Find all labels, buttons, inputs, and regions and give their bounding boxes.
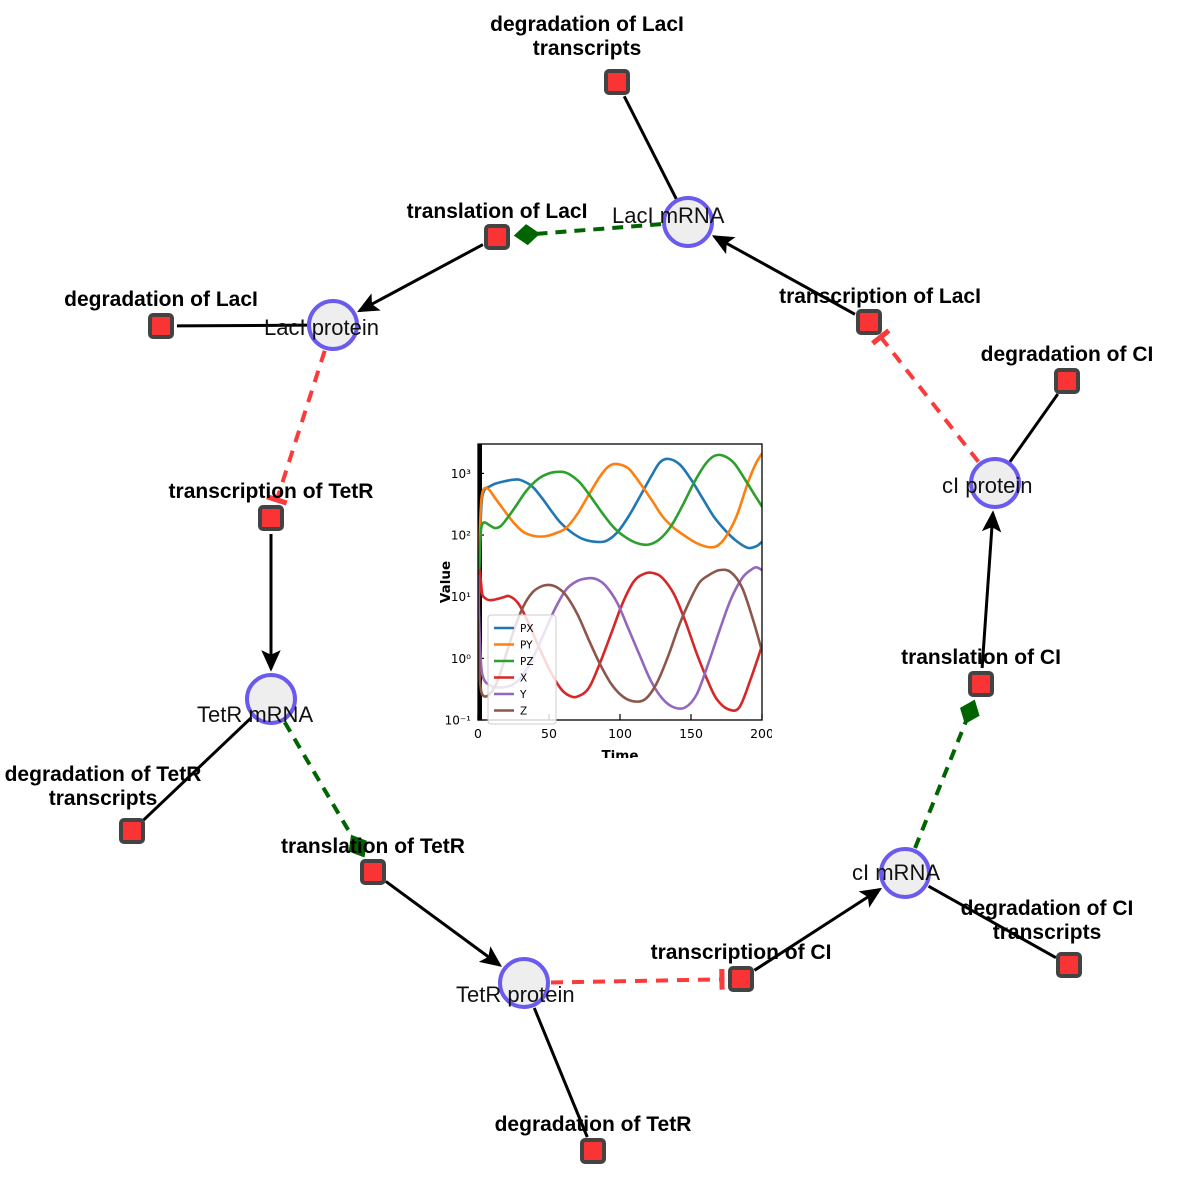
edge-tetr_protein-to-deg_tetr [532, 1007, 589, 1138]
y-tick-label: 10⁻¹ [445, 714, 472, 728]
legend-label-Y: Y [519, 689, 527, 701]
reaction-node-translation_laci[interactable] [484, 224, 510, 250]
series-line-PY [478, 452, 762, 642]
edge-translation_laci-to-laci_protein [357, 243, 484, 313]
legend-label-PY: PY [520, 640, 533, 652]
edge-laci_protein-to-transcription_tetr [266, 350, 327, 506]
legend-label-PZ: PZ [520, 656, 534, 668]
x-tick-label: 50 [541, 726, 557, 741]
species-node-ci_protein[interactable] [969, 457, 1021, 509]
reaction-node-deg_laci_transcripts[interactable] [604, 69, 630, 95]
edge-layer [141, 95, 1059, 1138]
plot-axes-frame [477, 443, 763, 721]
timeseries-inset-plot: 10⁻¹ 10⁰ 10¹ 10² 10³ 0 50 100 150 200 Time Value PX P… [436, 438, 772, 758]
reaction-node-transcription_laci[interactable] [856, 309, 882, 335]
series-line-PZ [478, 453, 762, 642]
edge-ci_mrna-to-deg_ci_transcripts [927, 884, 1057, 959]
x-tick-label: 150 [679, 726, 703, 741]
edge-transcription_ci-to-ci_mrna [753, 887, 883, 972]
species-node-tetr_protein[interactable] [498, 957, 550, 1009]
reaction-node-deg_ci_transcripts[interactable] [1056, 952, 1082, 978]
reaction-node-transcription_tetr[interactable] [258, 505, 284, 531]
x-tick-label: 0 [474, 726, 482, 741]
edge-ci_protein-to-transcription_laci [870, 328, 980, 463]
edge-transcription_laci-to-laci_mrna [711, 235, 856, 316]
edge-tetr_mrna-to-translation_tetr [282, 721, 367, 858]
species-node-laci_protein[interactable] [307, 299, 359, 351]
reaction-node-deg_tetr_transcripts[interactable] [119, 818, 145, 844]
edge-tetr_protein-to-transcription_ci [550, 968, 725, 990]
edge-ci_mrna-to-translation_ci [913, 699, 980, 849]
edge-laci_mrna-to-translation_laci [513, 222, 662, 246]
y-tick-label: 10⁰ [451, 652, 471, 666]
y-tick-label: 10³ [451, 467, 471, 481]
species-node-laci_mrna[interactable] [662, 196, 714, 248]
edge-deg_laci_transcripts-to-laci_mrna [622, 95, 678, 200]
legend-label-PX: PX [520, 623, 534, 635]
reaction-node-translation_tetr[interactable] [360, 859, 386, 885]
y-tick-label: 10² [451, 529, 471, 543]
y-tick-label: 10¹ [451, 590, 471, 604]
reaction-node-deg_laci[interactable] [148, 313, 174, 339]
edge-translation_ci-to-ci_protein [980, 510, 1002, 669]
x-axis-title: Time [601, 748, 638, 758]
reaction-node-translation_ci[interactable] [968, 671, 994, 697]
edge-translation_tetr-to-tetr_protein [385, 880, 503, 967]
plot-legend: PX PY PZ XYZ [487, 614, 557, 725]
edge-deg_ci-to-ci_protein [1008, 393, 1059, 463]
x-tick-label: 100 [608, 726, 632, 741]
series-line-PX [478, 457, 762, 642]
reaction-node-deg_ci[interactable] [1054, 368, 1080, 394]
species-node-tetr_mrna[interactable] [245, 673, 297, 725]
reaction-node-deg_tetr[interactable] [580, 1138, 606, 1164]
x-tick-label: 200 [750, 726, 772, 741]
y-axis-title: Value [438, 561, 454, 603]
legend-box [487, 614, 557, 725]
reaction-node-transcription_ci[interactable] [728, 966, 754, 992]
legend-label-X: X [520, 673, 527, 685]
species-node-ci_mrna[interactable] [879, 847, 931, 899]
legend-label-Z: Z [520, 706, 527, 718]
series-layer [478, 444, 762, 720]
edge-tetr_mrna-to-deg_tetr_transcripts [141, 716, 253, 822]
edge-deg_laci-to-laci_protein [176, 323, 308, 328]
